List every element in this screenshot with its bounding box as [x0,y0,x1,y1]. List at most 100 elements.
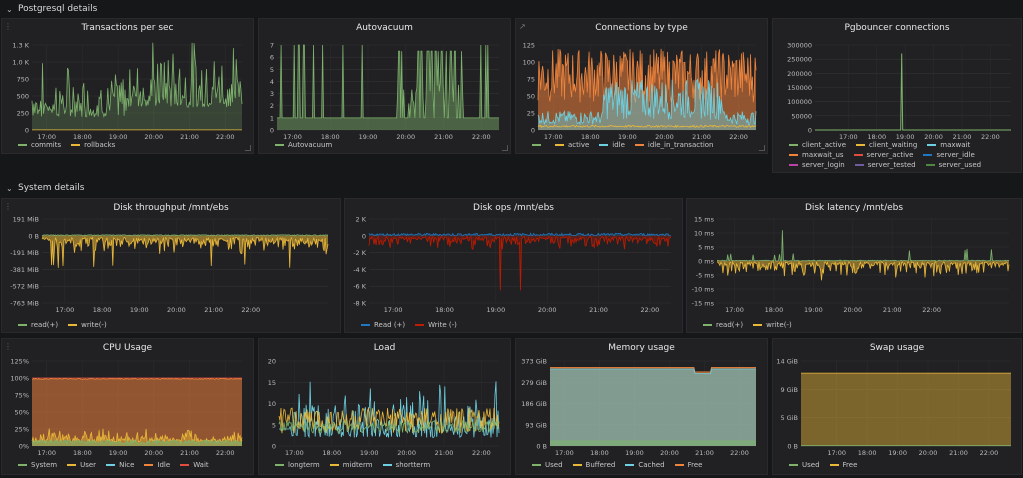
legend-item[interactable]: read(+) [18,321,58,329]
legend-item[interactable]: Wait [180,461,209,469]
chart-autovacuum[interactable]: 7 6 5 4 3 2 1 0 17:00 18:00 19:00 20:00 21:00 22:00 [259,33,511,145]
panel-connections-by-type[interactable]: ↗ Connections by type 125 100 75 50 25 0 17:00… [515,18,768,154]
panel-title[interactable]: Pgbouncer connections [844,23,950,33]
row-system[interactable]: ⌄ System details [6,180,84,196]
legend-item[interactable]: midterm [329,461,373,469]
legend-item[interactable]: write(-) [68,321,107,329]
legend-item[interactable]: read(+) [703,321,743,329]
chart-swap-usage[interactable]: 14 GiB 9 GiB 5 GiB 0 B 17:00 18:00 19:00 20:00 2… [773,353,1022,465]
chevron-down-icon[interactable]: ⌄ [6,183,13,193]
panel-title[interactable]: Swap usage [869,343,925,353]
series-line [368,235,672,291]
panel-disk-ops[interactable]: Disk ops /mnt/ebs 2 K 0 -2 K -4 K -6 K -8 K 17… [344,198,683,333]
legend-item[interactable]: Used [532,461,563,469]
legend-item[interactable]: User [67,461,96,469]
legend-item[interactable]: write(-) [753,321,792,329]
legend-item[interactable]: active [555,141,589,149]
drag-handle-icon[interactable]: ⋮ [4,22,12,31]
legend-item[interactable]: Idle [144,461,170,469]
drag-handle-icon[interactable]: ⋮ [4,342,12,351]
panel-title[interactable]: Transactions per sec [81,23,174,33]
series-area [550,441,756,446]
legend-label: client_active [802,141,847,149]
chart-connections[interactable]: 125 100 75 50 25 0 17:00 18:00 19:00 20:00 21:00 22… [516,33,768,145]
legend-item[interactable]: Write (-) [415,321,457,329]
legend-item[interactable]: Read (+) [361,321,405,329]
chevron-down-icon[interactable]: ⌄ [6,4,13,14]
resize-handle-icon[interactable] [245,145,251,151]
legend-item[interactable]: server_tested [854,161,916,169]
y-tick-label: 2 K [356,216,367,224]
legend-item[interactable]: rollbacks [71,141,115,149]
legend-item[interactable]: maxwait [927,141,970,149]
y-tick-label: 1.0 K [12,59,29,67]
panel-title[interactable]: Load [373,343,396,353]
chart-transactions[interactable]: 1.3 K 1.0 K 750 500 250 0 17:00 18:00 19:00 20:00… [2,33,254,145]
legend-item[interactable]: longterm [275,461,320,469]
panel-title[interactable]: Disk latency /mnt/ebs [804,203,904,213]
legend-item[interactable]: server_idle [923,151,975,159]
series-line [537,48,757,103]
chart-disk-throughput[interactable]: 191 MiB 0 B -191 MiB -381 MiB -572 MiB -763 M… [2,213,341,324]
y-tick-label: 5 [272,421,276,429]
legend-swatch [854,164,864,166]
panel-title[interactable]: Disk throughput /mnt/ebs [113,203,229,213]
panel-pgbouncer-connections[interactable]: Pgbouncer connections 300000 250000 200000… [772,18,1022,173]
panel-swap-usage[interactable]: Swap usage 14 GiB 9 GiB 5 GiB 0 B 17:00 18:00… [772,338,1022,475]
panel-autovacuum[interactable]: Autovacuum 7 6 5 4 3 2 1 0 17:00 18:00 19:00 20:00 2… [258,18,511,154]
share-icon[interactable]: ↗ [519,22,526,31]
legend-item[interactable]: client_waiting [856,141,917,149]
legend-item[interactable]: server_login [789,161,845,169]
x-tick-label: 21:00 [589,306,608,314]
legend-item[interactable]: Autovacuum [275,141,332,149]
legend-item[interactable]: server_active [853,151,913,159]
panel-title[interactable]: Memory usage [608,343,675,353]
resize-handle-icon[interactable] [759,145,765,151]
chart-disk-latency[interactable]: 15 ms 10 ms 5 ms 0 ms -5 ms -10 ms -15 ms 17:00… [687,213,1022,324]
legend-swatch [415,324,425,326]
legend-swatch [275,464,284,466]
drag-handle-icon[interactable]: ⋮ [4,202,12,211]
legend: client_active client_waiting maxwait maxwai… [789,141,1017,169]
panel-cpu-usage[interactable]: ⋮ CPU Usage 125% 100% 75% 50% 25% 0% 17:00 18:0… [1,338,254,475]
y-tick-label: 191 MiB [13,216,39,224]
panel-disk-throughput[interactable]: ⋮ Disk throughput /mnt/ebs 191 MiB 0 B -19… [1,198,341,333]
chart-load[interactable]: 20 15 10 5 0 17:00 18:00 19:00 20:00 21:00 22:00 [259,353,511,465]
legend-item[interactable]: idle_in_transaction [634,141,714,149]
legend-item[interactable]: commits [18,141,61,149]
legend-swatch [925,164,935,166]
panel-disk-latency[interactable]: Disk latency /mnt/ebs 15 ms 10 ms 5 ms 0 ms… [686,198,1022,333]
resize-handle-icon[interactable] [502,145,508,151]
chart-disk-ops[interactable]: 2 K 0 -2 K -4 K -6 K -8 K 17:00 18:00 19:00 20:00… [345,213,683,324]
panel-load[interactable]: Load 20 15 10 5 0 17:00 18:00 19:00 20:00 21:00 22… [258,338,511,475]
legend-item[interactable]: Buffered [572,461,615,469]
panel-memory-usage[interactable]: Memory usage 373 GiB 279 GiB 186 GiB 93 GiB… [515,338,768,475]
panel-title[interactable]: Connections by type [595,23,688,33]
legend-item[interactable]: maxwait_us [789,151,844,159]
chart-pgbouncer[interactable]: 300000 250000 200000 150000 100000 50000 0 17:0… [773,33,1022,145]
panel-transactions-per-sec[interactable]: ⋮ Transactions per sec 1.3 K 1.0 K 750 500 2… [1,18,254,154]
chart-memory-usage[interactable]: 373 GiB 279 GiB 186 GiB 93 GiB 0 B 17:00 18:00… [516,353,768,465]
x-tick-label: 21:00 [953,133,972,141]
legend-item[interactable]: System [18,461,57,469]
chart-cpu-usage[interactable]: 125% 100% 75% 50% 25% 0% 17:00 18:00 19:00 20:00 2… [2,353,254,465]
legend-item[interactable]: Free [674,461,702,469]
panel-title[interactable]: Disk ops /mnt/ebs [473,203,554,213]
panel-title[interactable]: Autovacuum [356,23,413,33]
legend-swatch [18,144,27,146]
legend-item[interactable]: idle [599,141,625,149]
legend-item[interactable]: shortterm [382,461,430,469]
legend-item[interactable]: Used [789,461,820,469]
legend-swatch [927,144,937,146]
row-postgresql[interactable]: ⌄ Postgresql details [6,1,97,17]
legend-item[interactable]: server_used [925,161,981,169]
series-area [550,369,756,446]
legend-item[interactable]: Nice [106,461,134,469]
series-line [279,381,500,439]
legend-item[interactable]: client_active [789,141,846,149]
legend-item[interactable] [532,141,545,149]
series-area [32,378,242,446]
legend-item[interactable]: Free [829,461,857,469]
legend-item[interactable]: Cached [625,461,665,469]
panel-title[interactable]: CPU Usage [102,343,153,353]
